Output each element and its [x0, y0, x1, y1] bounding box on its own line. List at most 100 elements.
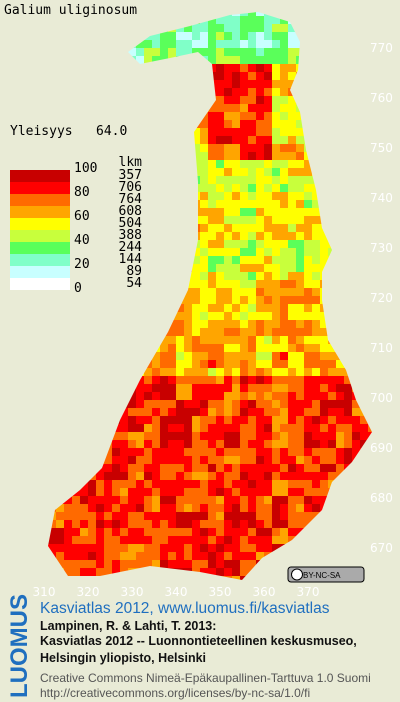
map-cell	[184, 456, 192, 464]
map-cell	[272, 520, 280, 528]
map-cell	[176, 72, 184, 80]
map-cell	[240, 584, 248, 592]
map-cell	[200, 160, 208, 168]
map-cell	[176, 528, 184, 536]
map-cell	[72, 224, 80, 232]
map-cell	[336, 152, 344, 160]
map-cell	[160, 216, 168, 224]
map-cell	[312, 24, 320, 32]
map-cell	[256, 376, 264, 384]
map-cell	[56, 360, 64, 368]
map-cell	[208, 216, 216, 224]
map-cell	[176, 328, 184, 336]
map-cell	[272, 12, 280, 16]
map-cell	[360, 184, 368, 192]
map-cell	[40, 144, 48, 152]
map-cell	[264, 32, 272, 40]
map-cell	[248, 248, 256, 256]
map-cell	[288, 504, 296, 512]
map-cell	[192, 112, 200, 120]
map-cell	[72, 304, 80, 312]
map-cell	[352, 536, 360, 544]
map-cell	[368, 104, 372, 112]
map-cell	[320, 528, 328, 536]
map-cell	[208, 464, 216, 472]
map-cell	[264, 544, 272, 552]
map-cell	[288, 544, 296, 552]
map-cell	[80, 520, 88, 528]
map-cell	[320, 16, 328, 24]
map-cell	[184, 64, 192, 72]
map-cell	[272, 264, 280, 272]
map-cell	[160, 432, 168, 440]
map-cell	[272, 312, 280, 320]
map-cell	[40, 504, 48, 512]
map-cell	[320, 400, 328, 408]
map-cell	[120, 304, 128, 312]
map-cell	[312, 344, 320, 352]
map-cell	[136, 424, 144, 432]
map-cell	[144, 264, 152, 272]
map-cell	[192, 56, 200, 64]
map-cell	[160, 104, 168, 112]
map-cell	[376, 104, 384, 112]
map-cell	[344, 360, 352, 368]
map-cell	[56, 384, 64, 392]
map-cell	[192, 472, 200, 480]
map-cell	[112, 392, 120, 400]
map-cell	[224, 544, 232, 552]
map-cell	[248, 280, 256, 288]
map-cell	[64, 64, 72, 72]
map-cell	[272, 64, 280, 72]
map-cell	[360, 64, 368, 72]
map-cell	[272, 280, 280, 288]
map-cell	[240, 432, 248, 440]
map-cell	[288, 152, 296, 160]
map-cell	[320, 464, 328, 472]
legend-swatch	[10, 170, 70, 182]
map-cell	[360, 464, 368, 472]
footer-link[interactable]: Kasviatlas 2012, www.luomus.fi/kasviatla…	[40, 600, 330, 617]
map-cell	[304, 424, 312, 432]
map-cell	[224, 152, 232, 160]
map-cell	[144, 208, 152, 216]
map-cell	[144, 368, 152, 376]
map-cell	[168, 200, 176, 208]
map-cell	[160, 408, 168, 416]
map-cell	[88, 464, 96, 472]
map-cell	[272, 304, 280, 312]
map-cell	[304, 280, 312, 288]
map-cell	[104, 88, 112, 96]
map-cell	[88, 576, 96, 580]
map-cell	[360, 384, 368, 392]
map-cell	[136, 576, 144, 580]
map-cell	[120, 368, 128, 376]
legend-swatch	[10, 230, 70, 242]
map-cell	[192, 88, 200, 96]
map-cell	[112, 312, 120, 320]
map-cell	[48, 488, 56, 496]
map-cell	[240, 456, 248, 464]
map-cell	[200, 104, 208, 112]
map-cell	[352, 416, 360, 424]
map-cell	[208, 176, 216, 184]
map-cell	[216, 352, 224, 360]
legend-count: 706	[119, 180, 142, 195]
map-cell	[256, 16, 264, 24]
map-cell	[248, 64, 256, 72]
map-cell	[96, 312, 104, 320]
map-cell	[328, 368, 336, 376]
license-line[interactable]: http://creativecommons.org/licenses/by-n…	[40, 686, 310, 700]
map-cell	[328, 232, 336, 240]
map-cell	[88, 360, 96, 368]
map-cell	[88, 128, 96, 136]
map-cell	[280, 16, 288, 24]
map-cell	[40, 496, 48, 504]
map-cell	[88, 280, 96, 288]
map-cell	[264, 208, 272, 216]
map-cell	[248, 528, 256, 536]
map-cell	[40, 112, 48, 120]
map-cell	[80, 296, 88, 304]
map-cell	[312, 40, 320, 48]
map-cell	[328, 48, 336, 56]
